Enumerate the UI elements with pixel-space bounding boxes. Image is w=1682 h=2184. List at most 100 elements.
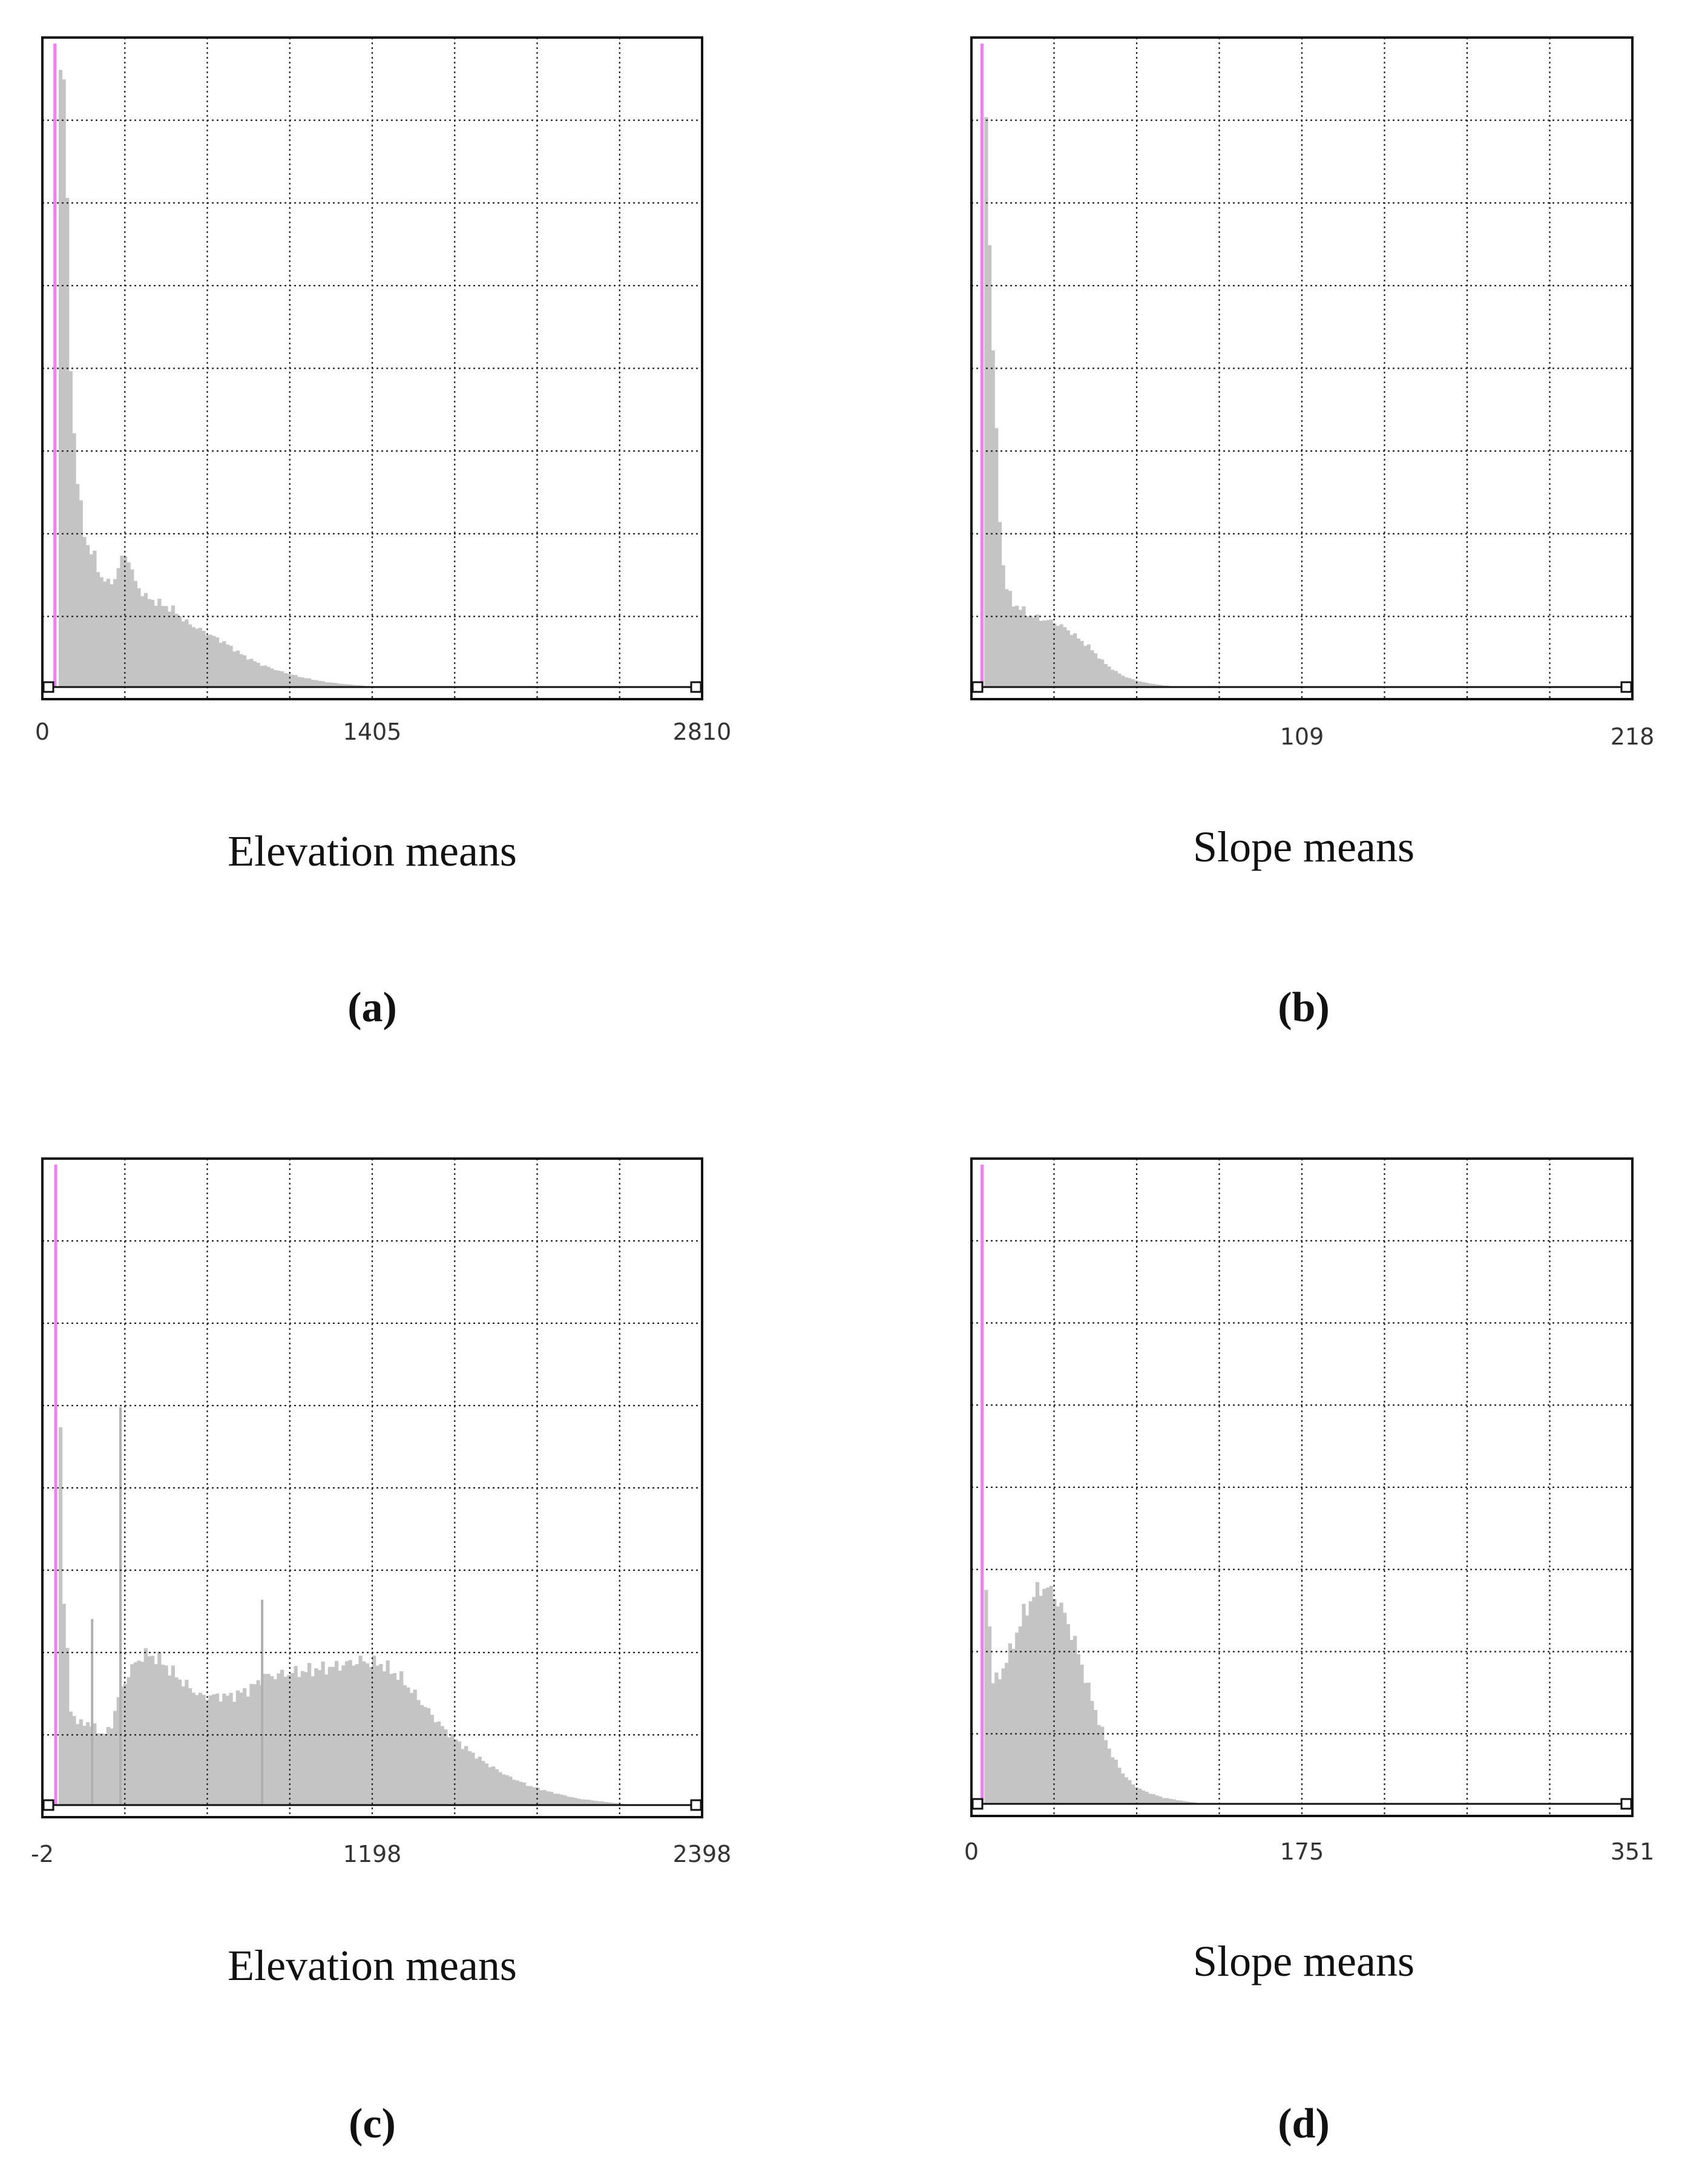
histogram-bars bbox=[984, 117, 1186, 687]
histogram-bar bbox=[1145, 682, 1149, 687]
histogram-bar bbox=[522, 1782, 527, 1805]
histogram-bar bbox=[433, 1722, 438, 1805]
histogram-bar bbox=[239, 654, 243, 687]
histogram-bar bbox=[246, 1696, 250, 1805]
histogram-bar bbox=[1076, 1654, 1080, 1804]
histogram-bar bbox=[1080, 1665, 1084, 1804]
histogram-bar bbox=[103, 581, 107, 687]
histogram-bar bbox=[154, 1664, 158, 1805]
histogram-bar bbox=[212, 1694, 216, 1805]
histogram-bar bbox=[1138, 1788, 1142, 1804]
histogram-bar bbox=[218, 1702, 223, 1805]
histogram-bar bbox=[1165, 1798, 1169, 1804]
histogram-bar bbox=[147, 599, 151, 687]
histogram-bar bbox=[603, 1802, 608, 1805]
histogram-bar bbox=[106, 579, 110, 687]
grid-lines bbox=[971, 38, 1632, 699]
histogram-bar bbox=[461, 1749, 465, 1805]
histogram-bar bbox=[249, 659, 254, 687]
histogram-bar bbox=[1039, 620, 1043, 687]
histogram-bar bbox=[123, 556, 128, 687]
histogram-bar bbox=[191, 627, 195, 687]
histogram-bar bbox=[270, 668, 274, 687]
histogram-bar bbox=[1073, 1636, 1077, 1804]
histogram-bar bbox=[1022, 606, 1026, 687]
histogram-bar bbox=[1008, 1643, 1013, 1804]
histogram-bar bbox=[583, 1799, 588, 1805]
histogram-bar bbox=[171, 1665, 175, 1805]
histogram-bar bbox=[1107, 666, 1111, 687]
x-tick-label: 2398 bbox=[673, 1841, 732, 1867]
histogram-bar bbox=[252, 661, 257, 687]
histogram-bar bbox=[191, 1692, 195, 1805]
histogram-bar bbox=[382, 1671, 387, 1805]
grid-lines bbox=[42, 1159, 702, 1817]
histogram-bar bbox=[1083, 646, 1088, 687]
histogram-bar bbox=[327, 682, 332, 687]
histogram-bar bbox=[304, 1672, 308, 1805]
histogram-bar bbox=[79, 500, 83, 687]
histogram-bar bbox=[549, 1792, 554, 1805]
histogram-bar bbox=[454, 1739, 458, 1805]
histogram-bar bbox=[559, 1794, 563, 1805]
histogram-bar bbox=[1039, 1596, 1043, 1804]
histogram-bar bbox=[511, 1780, 516, 1805]
histogram-bar bbox=[72, 433, 76, 687]
histogram-bar bbox=[1025, 616, 1030, 687]
histogram-bar bbox=[991, 1683, 995, 1804]
histogram-bar bbox=[335, 1660, 339, 1805]
histogram-bar bbox=[290, 674, 295, 687]
histogram-bar bbox=[464, 1746, 468, 1805]
histogram-bar bbox=[1141, 1790, 1146, 1804]
histogram-bar bbox=[110, 1728, 114, 1805]
histogram-bar bbox=[1053, 623, 1057, 687]
histogram-bar bbox=[1111, 669, 1115, 687]
histogram-bar bbox=[344, 1661, 349, 1805]
histogram-bar bbox=[1155, 1795, 1159, 1804]
histogram-bar bbox=[450, 1734, 455, 1805]
histogram-bar bbox=[290, 1673, 295, 1805]
histogram-bar bbox=[181, 621, 185, 687]
histogram-bar bbox=[307, 1663, 312, 1805]
histogram-bar bbox=[536, 1788, 540, 1805]
histogram-bar bbox=[338, 683, 342, 687]
histogram-bar bbox=[1049, 1585, 1053, 1804]
histogram-bar bbox=[1124, 677, 1128, 687]
histogram-bar bbox=[222, 641, 226, 687]
histogram-bar bbox=[519, 1781, 523, 1805]
histogram-bar bbox=[1161, 1798, 1166, 1804]
histogram-bar bbox=[218, 642, 223, 687]
x-axis-caption: Slope means bbox=[1193, 1937, 1414, 1985]
histogram-bar bbox=[62, 1603, 66, 1805]
histogram-bar bbox=[252, 1684, 257, 1805]
histogram-bar bbox=[137, 588, 141, 687]
histogram-bar bbox=[222, 1693, 226, 1805]
histogram-bar bbox=[294, 675, 298, 687]
histogram-bars bbox=[984, 1582, 1227, 1804]
histogram-bar bbox=[304, 678, 308, 687]
histogram-bar bbox=[263, 665, 268, 687]
histogram-bar bbox=[181, 1686, 185, 1805]
histogram-bar bbox=[389, 1674, 393, 1805]
histogram-bar bbox=[229, 645, 233, 687]
histogram-bar bbox=[266, 1674, 271, 1805]
histogram-bar bbox=[1117, 1768, 1122, 1804]
histogram-bar bbox=[113, 579, 117, 687]
histogram-bar bbox=[188, 1688, 192, 1805]
histogram-bar bbox=[1015, 1633, 1019, 1804]
histogram-bar bbox=[553, 1794, 557, 1805]
histogram-bar bbox=[1145, 1791, 1149, 1804]
x-tick-label: 0 bbox=[35, 719, 50, 745]
histogram-bar bbox=[310, 680, 315, 687]
histogram-bar bbox=[273, 670, 277, 687]
range-handle-left bbox=[42, 1799, 54, 1811]
histogram-bar bbox=[987, 1626, 992, 1804]
plot-frame bbox=[970, 36, 1634, 700]
histogram-bar bbox=[76, 1724, 80, 1805]
histogram-bar bbox=[140, 1662, 145, 1805]
histogram-bar bbox=[1172, 1799, 1176, 1804]
histogram-bar bbox=[1151, 1794, 1155, 1804]
histogram-spike bbox=[261, 1599, 264, 1805]
histogram-bar bbox=[1128, 678, 1132, 687]
histogram-bar bbox=[539, 1790, 544, 1805]
